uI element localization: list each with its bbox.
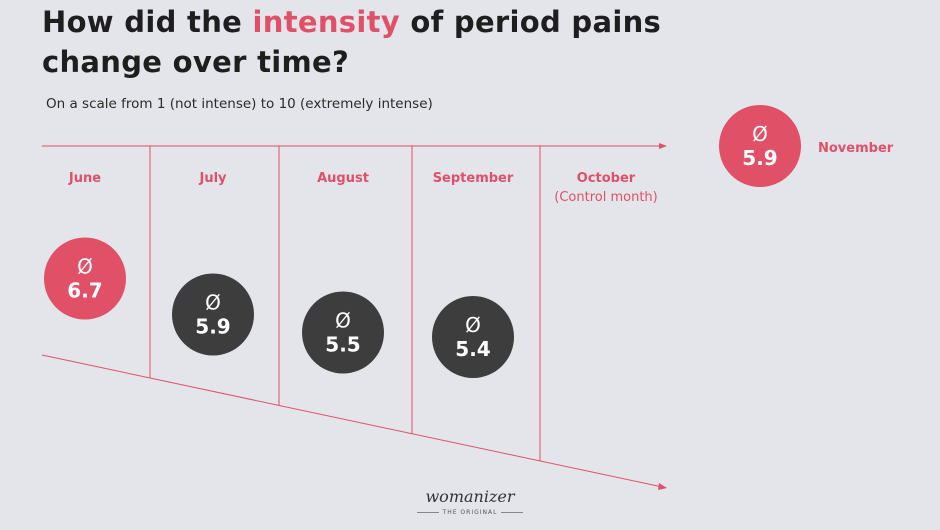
- timeline-frame: [41, 143, 667, 490]
- bubble-circle-june: [44, 237, 126, 320]
- title-accent: intensity: [252, 5, 400, 39]
- value-label-july: 5.9: [195, 315, 230, 339]
- average-symbol-september: Ø: [465, 313, 481, 337]
- bottom-arrowhead: [658, 483, 667, 490]
- month-label-august: August: [317, 171, 369, 186]
- bubble-circle-september: [432, 296, 514, 378]
- month-label-november: November: [818, 141, 894, 156]
- value-bubbles: Ø6.7 Ø5.9 Ø5.5Ø5.4Ø5.9: [44, 105, 801, 378]
- top-arrowhead: [659, 143, 667, 149]
- bubble-circle-august: [302, 291, 384, 374]
- bottom-trend-line: [41, 354, 662, 488]
- month-note-october: (Control month): [554, 190, 657, 205]
- bubble-september: Ø5.4: [432, 296, 514, 378]
- title-line2: change over time?: [42, 45, 350, 79]
- bubble-november: Ø5.9: [719, 105, 801, 187]
- bubble-circle-july: [172, 273, 254, 356]
- value-label-september: 5.4: [455, 337, 490, 361]
- brand-logo: womanizer THE ORIGINAL: [400, 487, 540, 517]
- average-symbol-july: Ø: [205, 291, 221, 315]
- month-label-july: July: [198, 171, 227, 186]
- bubble-june: Ø6.7: [44, 237, 126, 320]
- title-part1: How did the: [42, 5, 253, 39]
- average-symbol-june: Ø: [77, 255, 93, 279]
- month-label-october: October: [577, 171, 636, 186]
- chart-subtitle: On a scale from 1 (not intense) to 10 (e…: [46, 96, 433, 112]
- value-label-june: 6.7: [67, 279, 102, 303]
- title-part2: of period pains: [399, 5, 662, 39]
- month-label-september: September: [433, 171, 514, 186]
- bubble-july: Ø5.9: [172, 273, 254, 356]
- chart-title: How did the intensity of period pains cha…: [42, 2, 661, 82]
- average-symbol-august: Ø: [335, 309, 351, 333]
- month-labels: June July August September October (Control m…: [68, 141, 894, 205]
- logo-tagline: THE ORIGINAL: [400, 509, 540, 516]
- logo-wordmark: womanizer: [425, 487, 515, 506]
- bubble-august: Ø5.5: [302, 291, 384, 374]
- value-label-november: 5.9: [742, 146, 777, 170]
- value-label-august: 5.5: [325, 333, 360, 357]
- month-label-june: June: [68, 171, 101, 186]
- average-symbol-november: Ø: [752, 122, 768, 146]
- bubble-circle-november: [719, 105, 801, 187]
